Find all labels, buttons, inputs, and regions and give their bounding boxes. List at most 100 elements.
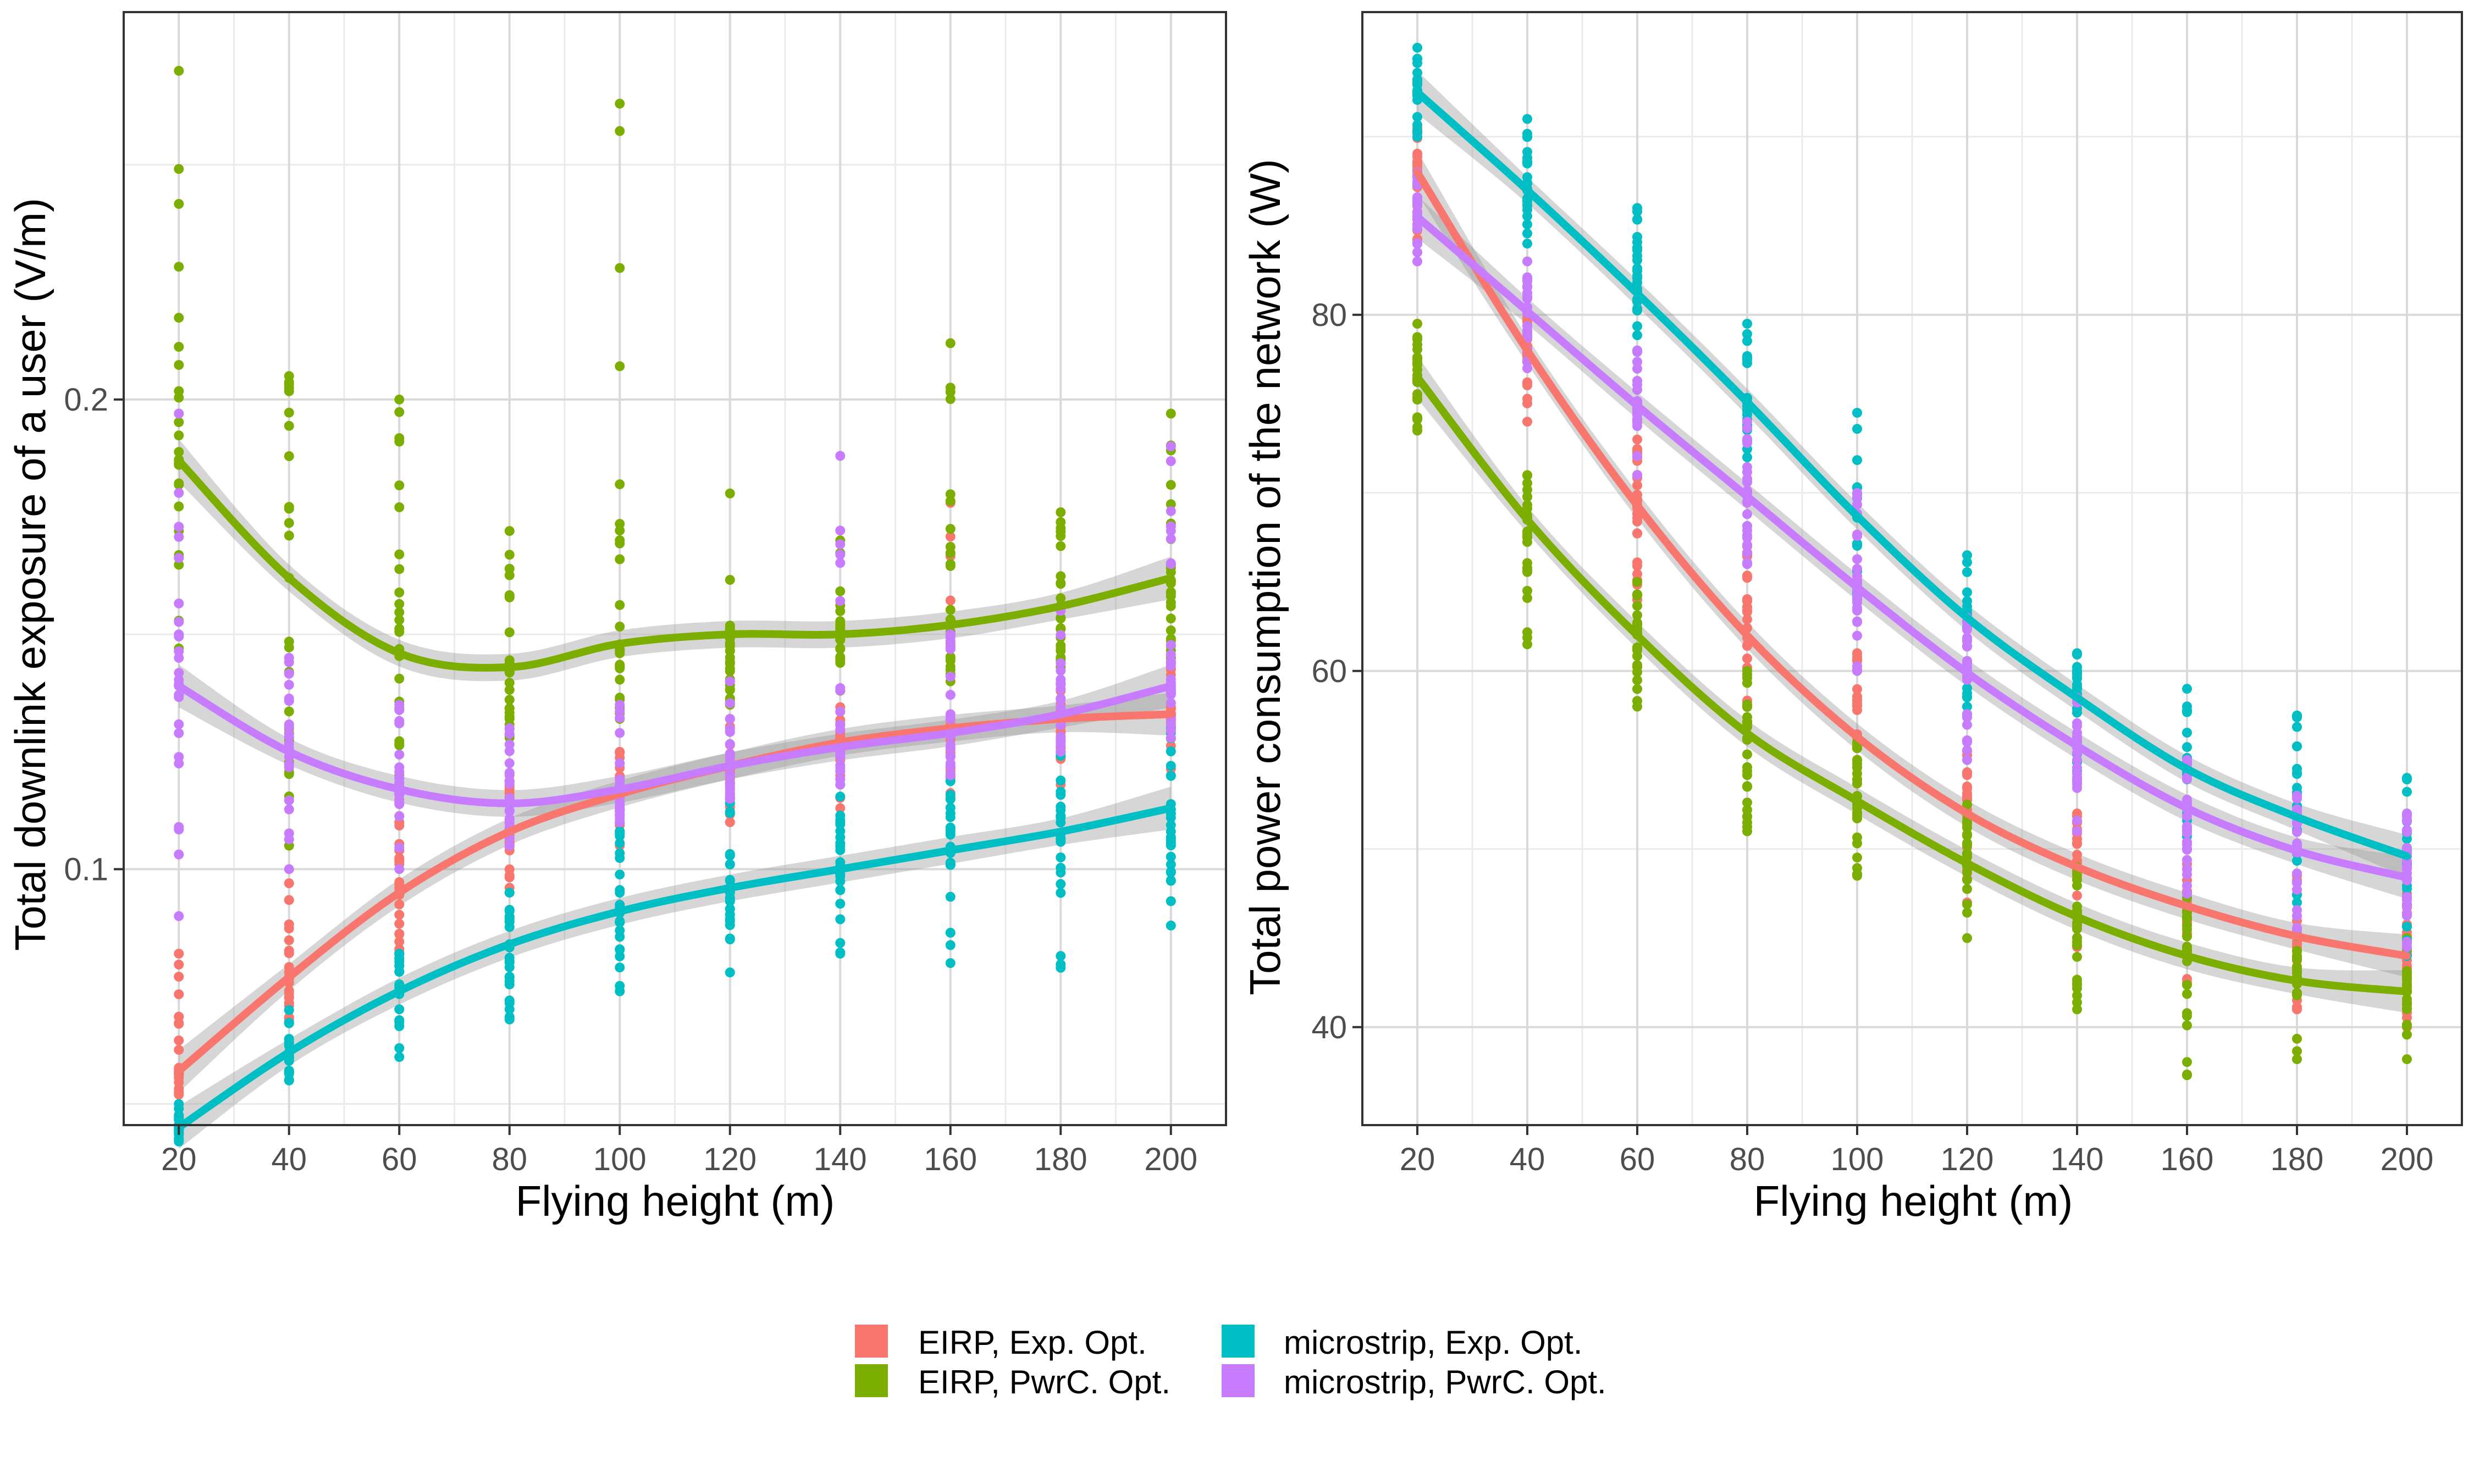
data-point-microstrip-pwrc-opt (174, 408, 184, 419)
data-point-eirp-pwrc-opt (835, 644, 846, 655)
data-point-microstrip-exp-opt (945, 794, 956, 805)
data-point-microstrip-pwrc-opt (504, 724, 515, 734)
data-point-microstrip-exp-opt (1852, 455, 1862, 466)
data-point-microstrip-pwrc-opt (1852, 594, 1862, 604)
data-point-eirp-pwrc-opt (284, 407, 294, 418)
data-point-microstrip-pwrc-opt (2402, 826, 2412, 836)
x-tick-label: 200 (1144, 1142, 1197, 1177)
data-point-microstrip-exp-opt (284, 1037, 294, 1048)
data-point-microstrip-exp-opt (1522, 228, 1532, 239)
chart-exposure: 20 40 60 80 100 120 140 160 180 200 0.1 0.2 Flying… (6, 11, 1227, 1225)
data-point-microstrip-pwrc-opt (1166, 456, 1176, 466)
data-point-microstrip-exp-opt (394, 1004, 405, 1015)
data-point-eirp-pwrc-opt (394, 607, 405, 617)
data-point-microstrip-exp-opt (1056, 879, 1066, 889)
panel-border (123, 11, 1227, 1126)
data-point-microstrip-pwrc-opt (284, 657, 294, 667)
x-tick-label: 140 (814, 1142, 867, 1177)
data-point-eirp-pwrc-opt (1852, 870, 1862, 880)
data-point-eirp-exp-opt (284, 985, 294, 996)
data-point-eirp-pwrc-opt (725, 652, 735, 663)
data-point-eirp-pwrc-opt (1632, 660, 1642, 670)
data-point-microstrip-exp-opt (2072, 683, 2082, 693)
data-point-microstrip-exp-opt (1056, 867, 1066, 878)
data-point-microstrip-pwrc-opt (1166, 640, 1176, 650)
legend-item-microstrip-pwrc: microstrip, PwrC. Opt. (1222, 1364, 1606, 1400)
data-point-microstrip-pwrc-opt (1632, 470, 1642, 480)
data-point-eirp-pwrc-opt (1056, 571, 1066, 582)
data-point-microstrip-exp-opt (1632, 330, 1642, 340)
x-tick-label: 180 (1034, 1142, 1087, 1177)
data-point-microstrip-pwrc-opt (394, 843, 405, 853)
data-point-microstrip-pwrc-opt (504, 840, 515, 851)
legend-swatch (855, 1325, 888, 1358)
data-point-eirp-exp-opt (1522, 394, 1532, 404)
data-point-eirp-pwrc-opt (1166, 625, 1176, 635)
data-point-microstrip-exp-opt (835, 914, 846, 924)
y-axis-title: Total downlink exposure of a user (V/m) (6, 198, 54, 951)
data-point-microstrip-exp-opt (615, 981, 625, 991)
data-point-eirp-pwrc-opt (2182, 1011, 2192, 1021)
data-point-eirp-pwrc-opt (2292, 988, 2302, 998)
data-point-microstrip-pwrc-opt (1056, 674, 1066, 685)
data-point-eirp-pwrc-opt (1166, 408, 1176, 419)
data-point-microstrip-exp-opt (945, 891, 956, 902)
smooth-line-microstrip-pwrc-opt (1413, 213, 2411, 882)
data-point-eirp-pwrc-opt (394, 480, 405, 491)
data-point-eirp-pwrc-opt (174, 199, 184, 209)
data-point-microstrip-pwrc-opt (835, 724, 846, 735)
data-point-eirp-pwrc-opt (1962, 849, 1972, 859)
data-point-eirp-pwrc-opt (394, 740, 405, 750)
data-point-eirp-pwrc-opt (2182, 979, 2192, 990)
data-point-eirp-pwrc-opt (1166, 588, 1176, 599)
y-tick-label: 0.1 (64, 851, 108, 887)
data-point-microstrip-pwrc-opt (174, 728, 184, 738)
data-point-eirp-pwrc-opt (2292, 1033, 2302, 1044)
data-point-eirp-exp-opt (2072, 838, 2082, 848)
data-point-eirp-pwrc-opt (1962, 933, 1972, 943)
data-point-eirp-pwrc-opt (725, 663, 735, 674)
data-point-eirp-exp-opt (394, 928, 405, 939)
data-point-microstrip-exp-opt (1166, 761, 1176, 771)
data-point-microstrip-exp-opt (284, 1017, 294, 1028)
y-tick-labels: 40 60 80 (1311, 297, 1362, 1045)
data-point-microstrip-exp-opt (2402, 774, 2412, 785)
data-point-microstrip-exp-opt (504, 922, 515, 932)
x-tick-label: 80 (492, 1142, 527, 1177)
data-point-microstrip-pwrc-opt (174, 617, 184, 627)
data-point-microstrip-exp-opt (1962, 557, 1972, 568)
data-point-microstrip-exp-opt (1412, 53, 1422, 64)
data-point-eirp-exp-opt (945, 595, 956, 606)
data-point-microstrip-pwrc-opt (2182, 828, 2192, 838)
data-point-microstrip-pwrc-opt (2182, 855, 2192, 865)
data-point-microstrip-pwrc-opt (1962, 636, 1972, 646)
data-point-eirp-pwrc-opt (2402, 979, 2412, 990)
x-tick-labels: 20 40 60 80 100 120 140 160 180 200 (1400, 1125, 2433, 1177)
data-point-microstrip-exp-opt (725, 904, 735, 914)
data-point-eirp-pwrc-opt (2182, 921, 2192, 931)
data-point-microstrip-pwrc-opt (504, 806, 515, 816)
data-point-microstrip-pwrc-opt (1852, 530, 1862, 541)
data-point-microstrip-exp-opt (2402, 787, 2412, 797)
data-point-eirp-pwrc-opt (615, 98, 625, 109)
data-point-eirp-pwrc-opt (2072, 990, 2082, 1001)
data-point-microstrip-pwrc-opt (1412, 199, 1422, 209)
data-point-microstrip-exp-opt (2292, 898, 2302, 907)
data-point-microstrip-pwrc-opt (615, 712, 625, 723)
data-point-microstrip-pwrc-opt (284, 732, 294, 742)
data-point-microstrip-pwrc-opt (725, 752, 735, 762)
data-point-eirp-pwrc-opt (394, 502, 405, 512)
data-point-microstrip-exp-opt (615, 945, 625, 955)
data-point-eirp-exp-opt (835, 803, 846, 813)
data-point-microstrip-exp-opt (504, 1012, 515, 1022)
data-point-microstrip-exp-opt (725, 916, 735, 926)
data-point-eirp-pwrc-opt (2182, 1020, 2192, 1031)
data-point-microstrip-exp-opt (1166, 832, 1176, 842)
data-point-eirp-pwrc-opt (284, 769, 294, 779)
data-point-eirp-exp-opt (1522, 378, 1532, 389)
data-point-microstrip-pwrc-opt (835, 774, 846, 785)
data-point-microstrip-exp-opt (1166, 875, 1176, 885)
data-point-microstrip-exp-opt (1056, 951, 1066, 961)
data-point-eirp-exp-opt (394, 910, 405, 920)
